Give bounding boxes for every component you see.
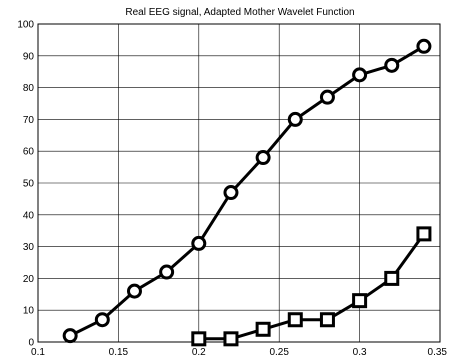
data-point-circle (223, 185, 239, 201)
y-tick-label: 20 (23, 274, 35, 285)
data-point-circle (94, 312, 110, 328)
data-point-square (223, 331, 239, 347)
data-point-circle (126, 283, 142, 299)
data-point-square (384, 270, 400, 286)
y-tick-label: 40 (23, 210, 35, 221)
data-point-circle (159, 264, 175, 280)
x-tick-label: 0.3 (353, 347, 367, 358)
y-axis-tick-labels: 0 10 20 30 40 50 60 70 80 90 100 (17, 20, 34, 349)
grid-lines (38, 24, 440, 342)
y-tick-label: 80 (23, 83, 35, 94)
chart-title: Real EEG signal, Adapted Mother Wavelet … (125, 7, 354, 18)
x-tick-label: 0.2 (192, 347, 206, 358)
data-point-square (287, 312, 303, 328)
series-line (198, 233, 426, 341)
data-point-circle (352, 67, 368, 83)
data-point-square (319, 312, 335, 328)
data-point-circle (319, 89, 335, 105)
data-point-circle (384, 57, 400, 73)
x-axis-tick-labels: 0.1 0.15 0.2 0.25 0.3 0.35 (31, 347, 447, 358)
x-tick-label: 0.15 (109, 347, 129, 358)
y-tick-label: 60 (23, 147, 35, 158)
y-tick-label: 0 (28, 338, 34, 349)
data-point-square (255, 321, 271, 337)
data-point-circle (255, 150, 271, 166)
y-tick-label: 70 (23, 115, 35, 126)
data-point-circle (191, 235, 207, 251)
y-tick-label: 50 (23, 179, 35, 190)
x-tick-label: 0.35 (428, 347, 448, 358)
y-tick-label: 100 (17, 20, 34, 31)
y-tick-label: 90 (23, 51, 35, 62)
data-point-square (191, 331, 207, 347)
y-tick-label: 30 (23, 242, 35, 253)
data-point-square (416, 226, 432, 242)
x-tick-label: 0.1 (31, 347, 45, 358)
plot-area-frame (37, 23, 441, 343)
series-1 (62, 38, 432, 344)
data-point-circle (287, 111, 303, 127)
series-2 (191, 226, 432, 347)
data-point-circle (416, 38, 432, 54)
series-layer (62, 38, 432, 347)
data-point-square (352, 293, 368, 309)
data-point-circle (62, 328, 78, 344)
x-tick-label: 0.25 (269, 347, 289, 358)
y-tick-label: 10 (23, 306, 35, 317)
